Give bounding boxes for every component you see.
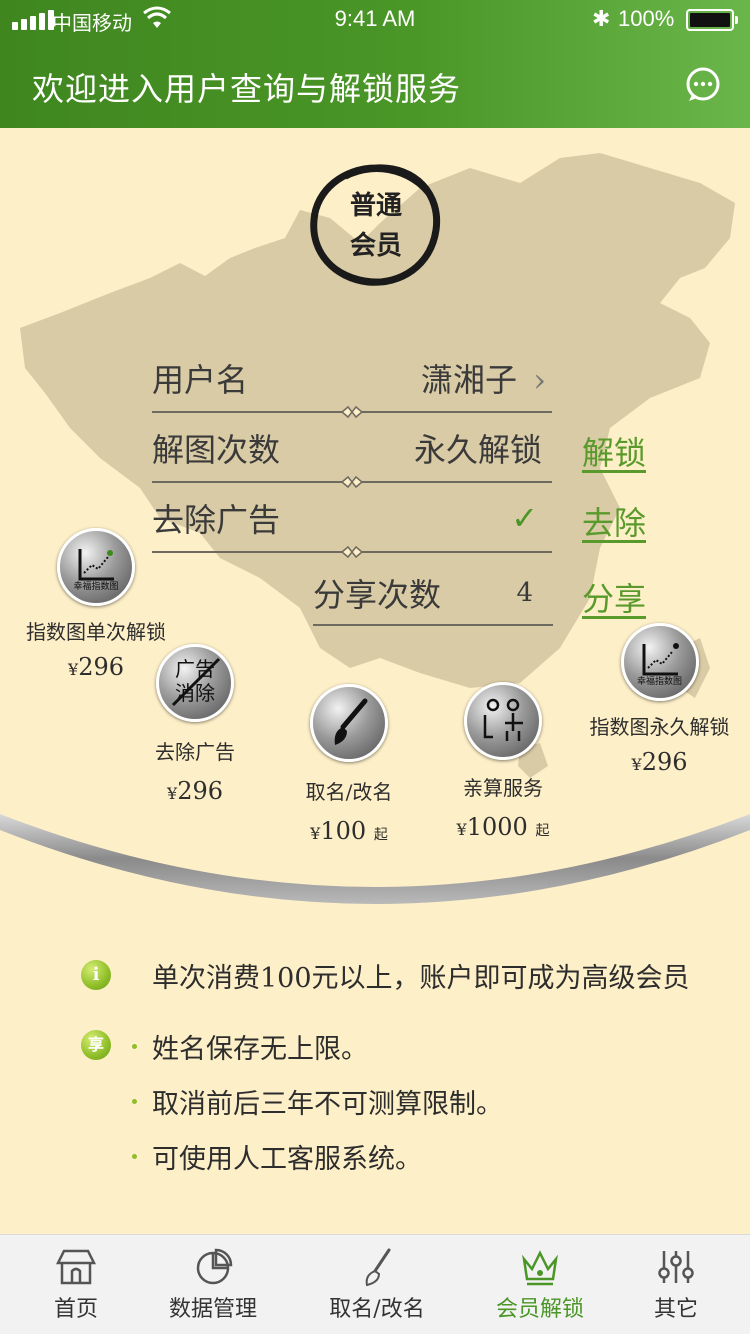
tab-label: 其它	[653, 1297, 698, 1322]
app-header: 中国移动 9:41 AM ✱ 100% 欢迎进入用户查询与解锁服务	[0, 0, 750, 128]
product-price: ¥296	[68, 653, 124, 681]
consultant-icon	[464, 682, 542, 760]
product-remove-ads[interactable]: 广告 消除 去除广告 ¥296	[120, 644, 270, 805]
tab-data-management[interactable]: 数据管理	[162, 1235, 264, 1334]
badge-line-2: 会员	[349, 231, 402, 261]
battery-icon	[686, 9, 738, 31]
row-divider	[152, 545, 552, 559]
product-index-permanent[interactable]: 幸福指数图 指数图永久解锁 ¥296	[582, 623, 737, 776]
tab-home[interactable]: 首页	[30, 1235, 122, 1334]
unlock-count-row: 解图次数 永久解锁	[152, 413, 552, 483]
status-bar: 中国移动 9:41 AM ✱ 100%	[0, 0, 750, 40]
icon-caption: 幸福指数图	[636, 677, 682, 687]
product-name: 去除广告	[155, 740, 235, 764]
unlock-link[interactable]: 解锁	[582, 434, 647, 472]
tab-label: 会员解锁	[495, 1297, 584, 1322]
share-count-label: 分享次数	[313, 576, 442, 614]
product-index-single[interactable]: 幸福指数图 指数图单次解锁 ¥296	[20, 528, 172, 681]
username-text: 潇湘子	[421, 361, 518, 399]
bluetooth-icon: ✱	[592, 6, 611, 31]
bullet-icon	[132, 1099, 137, 1104]
badge-line-1: 普通	[349, 191, 402, 221]
remove-ad-icon: 广告 消除	[156, 644, 234, 722]
ink-circle-icon	[310, 164, 441, 286]
unlock-count-value: 永久解锁	[413, 431, 542, 469]
product-price: ¥296	[167, 777, 223, 805]
page-title: 欢迎进入用户查询与解锁服务	[32, 70, 462, 108]
tab-label: 首页	[53, 1297, 98, 1322]
chat-bubble-icon[interactable]	[684, 66, 722, 104]
product-name: 指数图单次解锁	[26, 620, 166, 644]
tab-label: 数据管理	[168, 1297, 257, 1322]
signal-icon	[12, 10, 54, 30]
brush-icon	[310, 684, 388, 762]
remove-ads-label: 去除广告	[152, 501, 281, 539]
home-icon	[55, 1249, 97, 1285]
bottom-tab-bar: 首页 数据管理 取名/改名 会员解锁 其它	[0, 1234, 750, 1334]
remove-ads-row: 去除广告 ✓	[152, 483, 552, 553]
share-count-row: 分享次数 4	[313, 558, 553, 628]
pie-chart-icon	[196, 1248, 233, 1285]
share-link[interactable]: 分享	[582, 580, 647, 618]
info-icon: i	[81, 960, 111, 990]
index-chart-icon: 幸福指数图	[57, 528, 135, 606]
perk-item: 姓名保存无上限。	[152, 1034, 368, 1065]
member-level-badge: 普通 会员	[306, 160, 446, 290]
product-naming[interactable]: 取名/改名 ¥100 起	[274, 684, 424, 845]
share-count-value: 4	[516, 578, 533, 608]
tab-other[interactable]: 其它	[634, 1235, 718, 1334]
tab-label: 取名/改名	[329, 1297, 425, 1322]
knot-ornament-icon	[340, 545, 364, 559]
product-consultation[interactable]: 亲算服务 ¥1000 起	[428, 682, 578, 841]
unlock-count-label: 解图次数	[152, 431, 281, 469]
product-price: ¥100 起	[310, 817, 388, 845]
row-divider	[152, 405, 552, 419]
battery-percent: 100%	[618, 6, 675, 31]
decorative-arc	[0, 814, 750, 904]
chevron-right-icon: ›	[533, 361, 546, 399]
row-divider	[313, 624, 553, 626]
product-name: 指数图永久解锁	[589, 715, 730, 739]
bullet-icon	[132, 1044, 137, 1049]
knot-ornament-icon	[340, 405, 364, 419]
wifi-icon	[143, 6, 171, 28]
row-divider	[152, 475, 552, 489]
upgrade-notice: 单次消费100元以上，账户即可成为高级会员	[152, 963, 690, 994]
knot-ornament-icon	[340, 475, 364, 489]
bullet-icon	[132, 1154, 137, 1159]
product-name: 亲算服务	[463, 776, 543, 800]
product-name: 取名/改名	[305, 780, 393, 804]
carrier-label: 中国移动	[52, 13, 132, 35]
checkmark-icon: ✓	[511, 499, 538, 537]
product-price: ¥1000 起	[456, 813, 550, 841]
crown-icon	[522, 1250, 558, 1286]
perk-icon: 享	[81, 1030, 111, 1060]
username-value: 潇湘子 ›	[421, 355, 546, 401]
clock: 9:41 AM	[334, 6, 416, 31]
brush-icon	[365, 1248, 391, 1287]
username-label: 用户名	[152, 361, 249, 399]
tab-member-unlock[interactable]: 会员解锁	[490, 1235, 590, 1334]
perk-item: 可使用人工客服系统。	[152, 1144, 422, 1175]
username-row[interactable]: 用户名 潇湘子 ›	[152, 343, 552, 413]
icon-caption: 幸福指数图	[73, 582, 119, 592]
index-chart-icon: 幸福指数图	[620, 623, 699, 701]
sliders-icon	[658, 1251, 694, 1283]
remove-ads-link[interactable]: 去除	[582, 504, 647, 542]
perk-item: 取消前后三年不可测算限制。	[152, 1089, 503, 1120]
product-price: ¥296	[631, 748, 688, 776]
tab-naming[interactable]: 取名/改名	[322, 1235, 432, 1334]
